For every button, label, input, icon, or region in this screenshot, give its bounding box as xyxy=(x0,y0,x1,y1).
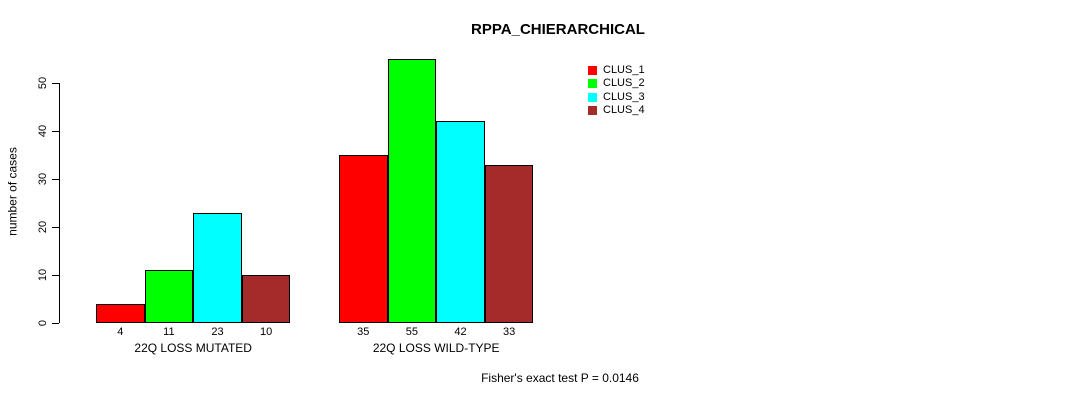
group-label: 22Q LOSS MUTATED xyxy=(134,341,252,355)
bar-clus_3-group2 xyxy=(436,121,485,323)
legend-label: CLUS_4 xyxy=(603,104,645,117)
bar-clus_4-group1 xyxy=(241,275,291,323)
bar-value-label: 35 xyxy=(357,326,370,338)
legend-item: CLUS_1 xyxy=(588,64,645,77)
y-tick-mark xyxy=(52,227,59,228)
chart-title: RPPA_CHIERARCHICAL xyxy=(471,21,645,38)
y-tick-mark xyxy=(52,323,59,324)
y-tick-label: 30 xyxy=(37,172,49,186)
bar-clus_1-group1 xyxy=(96,303,145,323)
bar-clus_2-group2 xyxy=(387,59,437,323)
legend: CLUS_1 CLUS_2 CLUS_3 CLUS_4 xyxy=(588,64,645,117)
y-tick-mark xyxy=(52,275,59,276)
y-tick-mark xyxy=(52,131,59,132)
y-tick-label: 10 xyxy=(37,268,49,282)
bar-clus_2-group1 xyxy=(144,270,194,323)
legend-swatch-icon xyxy=(588,66,597,76)
bar-value-label: 42 xyxy=(454,326,467,338)
y-tick-label: 50 xyxy=(37,76,49,90)
legend-label: CLUS_1 xyxy=(603,64,645,77)
legend-swatch-icon xyxy=(588,79,597,89)
bar-value-label: 33 xyxy=(502,326,516,338)
bar-value-label: 55 xyxy=(405,326,419,338)
legend-label: CLUS_2 xyxy=(603,77,645,90)
bar-value-label: 11 xyxy=(163,326,175,338)
y-axis-line xyxy=(59,83,60,323)
legend-swatch-icon xyxy=(588,106,597,116)
bar-value-label: 10 xyxy=(259,326,273,338)
legend-swatch-icon xyxy=(588,92,597,102)
y-tick-label: 40 xyxy=(37,124,49,138)
legend-item: CLUS_4 xyxy=(588,104,645,117)
legend-item: CLUS_3 xyxy=(588,91,645,104)
annotation-text: Fisher's exact test P = 0.0146 xyxy=(481,371,639,385)
bar-clus_4-group2 xyxy=(484,164,534,323)
y-tick-mark xyxy=(52,179,59,180)
y-tick-mark xyxy=(52,83,59,84)
legend-label: CLUS_3 xyxy=(603,90,645,103)
bar-value-label: 23 xyxy=(211,326,224,338)
bar-clus_3-group1 xyxy=(193,212,242,323)
y-axis-label: number of cases xyxy=(5,147,20,236)
group-label: 22Q LOSS WILD-TYPE xyxy=(372,341,500,355)
y-tick-label: 20 xyxy=(37,220,49,234)
bar-value-label: 4 xyxy=(117,326,124,338)
bar-clus_1-group2 xyxy=(339,155,388,323)
y-tick-label: 0 xyxy=(37,319,49,327)
legend-item: CLUS_2 xyxy=(588,77,645,90)
